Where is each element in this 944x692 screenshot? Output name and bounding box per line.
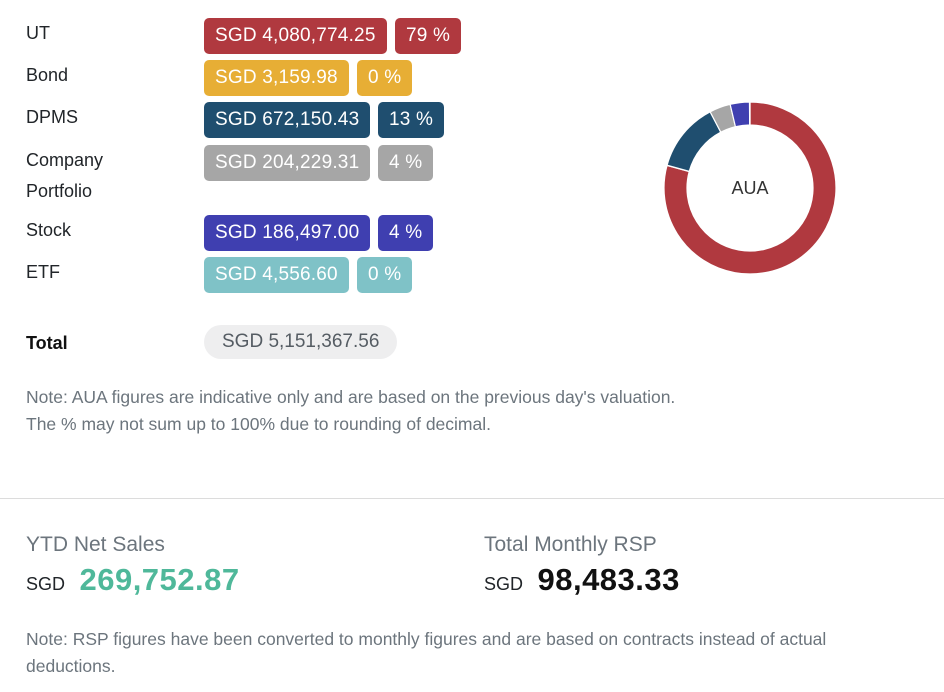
total-row: Total SGD 5,151,367.56 [26,325,546,361]
ytd-net-sales-value: 269,752.87 [79,562,240,597]
asset-label: UT [26,23,50,43]
ytd-net-sales-value-wrap: SGD 269,752.87 [26,562,240,606]
total-amount-badge: SGD 5,151,367.56 [204,325,398,359]
donut-slice-ut [663,101,837,275]
total-monthly-rsp-title: Total Monthly RSP [484,533,657,556]
ytd-net-sales-title: YTD Net Sales [26,533,165,556]
asset-label: DPMS [26,107,79,127]
donut-slices [663,101,837,275]
aua-donut-chart: AUA [663,101,837,275]
asset-percent-badge: 4 % [378,145,434,181]
asset-amount-badge: SGD 672,150.43 [204,102,371,138]
total-monthly-rsp-value: 98,483.33 [537,562,680,597]
ytd-currency: SGD [26,574,66,594]
asset-amount-badge: SGD 3,159.98 [204,60,349,96]
asset-amount-badge: SGD 4,556.60 [204,257,349,293]
asset-percent-badge: 0 % [357,60,413,96]
donut-slice-dpms [666,110,722,173]
asset-percent-badge: 0 % [357,257,413,293]
asset-row-company-portfolio: Company Portfolio SGD 204,229.31 4 % [26,145,546,209]
asset-label: Bond [26,65,69,85]
aua-note-line: Note: AUA figures are indicative only an… [26,387,676,407]
aua-note-line: The % may not sum up to 100% due to roun… [26,414,491,434]
asset-label: Company Portfolio [26,150,104,201]
asset-row-etf: ETF SGD 4,556.60 0 % [26,257,546,297]
asset-amount-badge: SGD 204,229.31 [204,145,371,181]
asset-label: Stock [26,220,72,240]
section-divider [0,498,944,499]
asset-percent-badge: 13 % [378,102,445,138]
asset-percent-badge: 4 % [378,215,434,251]
asset-label: ETF [26,262,60,282]
asset-row-stock: Stock SGD 186,497.00 4 % [26,215,546,255]
rsp-note: Note: RSP figures have been converted to… [26,629,827,676]
asset-amount-badge: SGD 4,080,774.25 [204,18,387,54]
rsp-currency: SGD [484,574,524,594]
total-monthly-rsp-value-wrap: SGD 98,483.33 [484,562,680,606]
asset-percent-badge: 79 % [395,18,462,54]
aua-note: Note: AUA figures are indicative only an… [26,384,675,438]
donut-center-label: AUA [731,178,768,198]
total-label: Total [26,333,68,353]
asset-row-ut: UT SGD 4,080,774.25 79 % [26,18,546,58]
aua-breakdown-section: UT SGD 4,080,774.25 79 % Bond SGD 3,159.… [26,18,837,438]
asset-row-dpms: DPMS SGD 672,150.43 13 % [26,102,546,142]
asset-amount-badge: SGD 186,497.00 [204,215,371,251]
asset-row-bond: Bond SGD 3,159.98 0 % [26,60,546,100]
